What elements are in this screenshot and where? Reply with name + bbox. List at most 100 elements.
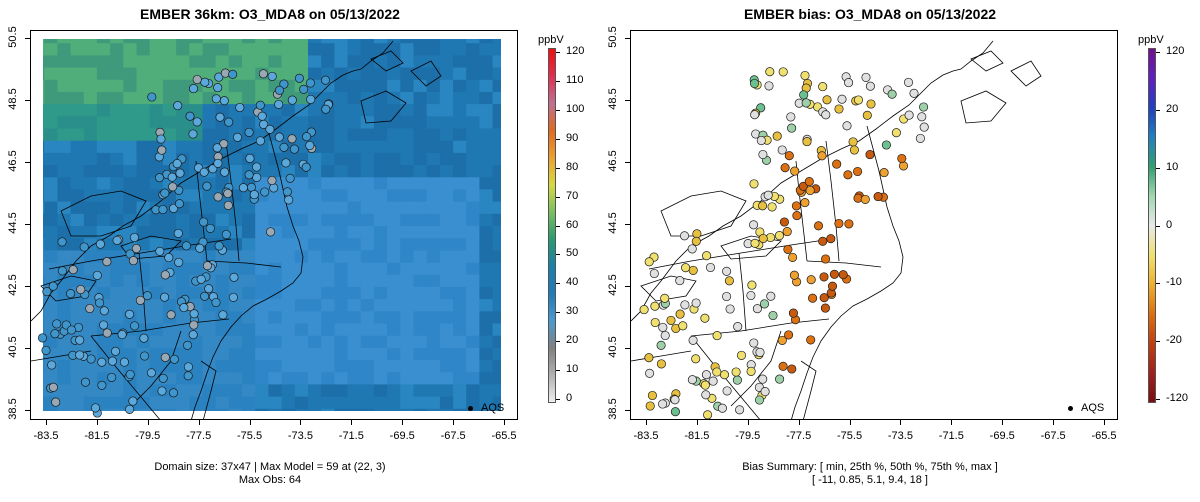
- model-grid-cell: [255, 213, 269, 227]
- aqs-bias-marker: [645, 368, 655, 378]
- model-grid-cell: [242, 104, 256, 117]
- model-grid-cell: [308, 165, 322, 178]
- model-grid-cell: [215, 384, 230, 398]
- model-grid-cell: [70, 396, 85, 410]
- model-grid-cell: [321, 372, 335, 386]
- y-tick-label: 42.5: [607, 274, 619, 296]
- model-grid-cell: [321, 335, 335, 349]
- aqs-bias-marker: [838, 270, 848, 280]
- model-grid-cell: [44, 55, 58, 69]
- y-tick-mark: [625, 100, 630, 101]
- model-grid-cell: [400, 299, 415, 312]
- model-grid-cell: [321, 299, 335, 312]
- aqs-bias-marker: [675, 309, 685, 319]
- model-grid-cell: [387, 177, 401, 191]
- model-grid-cell: [308, 238, 322, 251]
- aqs-bias-marker: [670, 407, 680, 417]
- aqs-site-marker: [166, 310, 176, 320]
- model-grid-cell: [268, 372, 283, 386]
- model-grid-cell: [439, 299, 454, 312]
- model-grid-cell: [413, 43, 428, 56]
- model-grid-cell: [347, 238, 362, 251]
- aqs-site-marker: [139, 333, 149, 343]
- aqs-bias-marker: [746, 290, 756, 301]
- aqs-bias-marker: [822, 95, 832, 105]
- model-grid-cell: [334, 396, 349, 410]
- model-grid-cell: [347, 201, 362, 215]
- model-grid-cell: [387, 347, 401, 361]
- model-grid-cell: [387, 323, 401, 337]
- model-grid-cell: [373, 201, 388, 215]
- y-tick-label: 38.5: [7, 398, 19, 420]
- state-border: [206, 260, 282, 268]
- model-map[interactable]: [30, 30, 518, 420]
- model-grid-cell: [176, 347, 190, 361]
- aqs-site-marker: [125, 404, 135, 414]
- model-grid-cell: [453, 116, 467, 130]
- aqs-bias-marker: [866, 99, 876, 109]
- model-grid-cell: [479, 79, 494, 93]
- model-grid-cell: [242, 372, 256, 386]
- colorbar-tick-label: 0: [1166, 218, 1173, 231]
- model-grid-cell: [308, 213, 322, 227]
- model-grid-cell: [96, 128, 111, 142]
- model-grid-cell: [373, 335, 388, 349]
- model-grid-cell: [360, 384, 375, 398]
- model-grid-cell: [308, 189, 322, 203]
- aqs-site-marker: [75, 335, 85, 345]
- bias-map[interactable]: [630, 30, 1118, 420]
- x-tick-mark: [1104, 420, 1105, 425]
- model-grid-cell: [228, 55, 243, 69]
- model-grid-cell: [136, 91, 151, 105]
- model-grid-cell: [347, 79, 362, 93]
- model-grid-cell: [321, 274, 335, 288]
- model-grid-cell: [123, 91, 138, 105]
- aqs-site-marker: [160, 270, 170, 280]
- x-tick-label: -69.5: [389, 430, 415, 442]
- model-grid-cell: [242, 250, 256, 264]
- model-grid-cell: [439, 360, 454, 373]
- aqs-site-marker: [245, 153, 255, 163]
- model-grid-cell: [347, 286, 362, 300]
- model-grid-cell: [96, 177, 111, 191]
- aqs-bias-marker: [750, 110, 760, 120]
- model-grid-cell: [347, 104, 362, 117]
- x-tick-mark: [747, 420, 749, 425]
- colorbar-tick-mark: [1156, 399, 1160, 400]
- model-grid-cell: [57, 372, 72, 386]
- aqs-site-marker: [200, 291, 210, 301]
- model-grid-cell: [83, 165, 98, 178]
- aqs-site-marker: [302, 132, 312, 142]
- state-border: [90, 318, 230, 337]
- island-outline: [360, 90, 407, 124]
- model-grid-cell: [400, 79, 415, 93]
- model-grid-cell: [439, 116, 454, 130]
- aqs-site-marker: [80, 377, 91, 387]
- model-grid-cell: [294, 347, 309, 361]
- model-grid-cell: [400, 91, 415, 105]
- model-grid-cell: [426, 396, 441, 410]
- model-grid-cell: [44, 177, 58, 191]
- model-grid-cell: [400, 250, 415, 264]
- model-grid-cell: [44, 189, 58, 203]
- model-grid-cell: [400, 360, 415, 373]
- model-grid-cell: [347, 213, 362, 227]
- model-grid-cell: [294, 335, 309, 349]
- model-grid-cell: [268, 274, 283, 288]
- colorbar-tick-label: 20: [566, 334, 579, 347]
- model-grid-cell: [294, 274, 309, 288]
- model-grid-cell: [479, 311, 494, 325]
- model-grid-cell: [110, 55, 124, 69]
- model-grid-cell: [360, 250, 375, 264]
- colorbar-tick-mark: [556, 109, 560, 111]
- model-grid-cell: [360, 274, 375, 288]
- model-grid-cell: [70, 43, 85, 56]
- model-grid-cell: [83, 323, 98, 337]
- model-grid-cell: [44, 140, 58, 154]
- model-grid-cell: [242, 140, 256, 154]
- model-grid-cell: [294, 91, 309, 105]
- aqs-site-marker: [142, 291, 152, 301]
- model-grid-cell: [400, 189, 415, 203]
- model-grid-cell: [373, 43, 388, 56]
- aqs-site-marker: [41, 345, 51, 355]
